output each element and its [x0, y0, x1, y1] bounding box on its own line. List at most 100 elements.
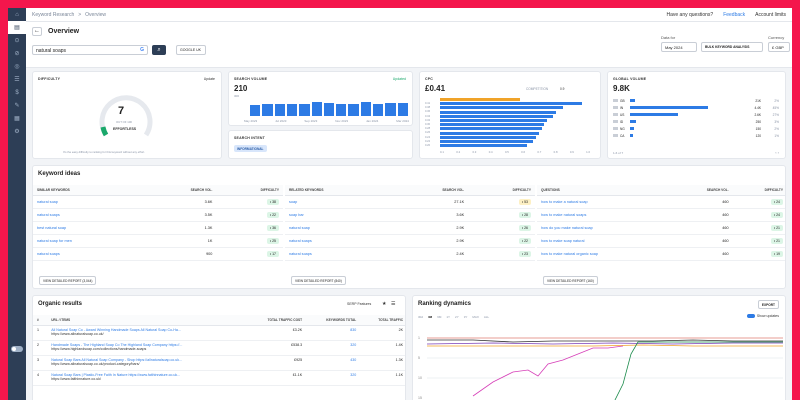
table-header[interactable]: SIMILAR KEYWORDS [33, 185, 142, 196]
global-volume-row[interactable]: CA 120 1% [613, 132, 783, 139]
keyword-link[interactable]: how to make a natural soap [537, 195, 672, 209]
back-button[interactable]: ← [32, 27, 42, 36]
cpc-bar[interactable] [440, 106, 564, 110]
keyword-link[interactable]: how to make soap natural [537, 234, 672, 248]
keyword-research-icon[interactable]: ▤ [8, 21, 26, 34]
table-header[interactable]: QUESTIONS [537, 185, 672, 196]
home-icon[interactable]: ⌂ [15, 11, 19, 18]
search-volume-bar[interactable] [336, 104, 347, 116]
table-row[interactable]: natural soap for men 1K • 25 [33, 234, 283, 248]
filter-icon[interactable]: ☰ [391, 301, 396, 307]
search-volume-bar[interactable] [323, 103, 335, 116]
search-volume-bar[interactable] [360, 102, 372, 116]
search-volume-bar[interactable] [286, 103, 298, 116]
range-tab[interactable]: 2Y [455, 315, 459, 319]
cpc-bar[interactable] [440, 114, 554, 118]
table-row[interactable]: natural soap 3.6K • 38 [33, 195, 283, 209]
table-header[interactable]: DIFFICULTY [732, 185, 785, 196]
audit-icon[interactable]: ☰ [14, 77, 20, 83]
table-header[interactable]: SEARCH VOL. [141, 185, 217, 196]
view-report-related-button[interactable]: VIEW DETAILED REPORT (840) [291, 276, 346, 285]
global-volume-row[interactable]: IN 4.4K 45% [613, 104, 783, 111]
cpc-bar[interactable] [440, 119, 548, 122]
table-row[interactable]: natural soaps 2.4K • 23 [285, 247, 535, 261]
range-tab[interactable]: ALL [483, 315, 490, 319]
table-row[interactable]: natural soaps 3.5K • 22 [33, 208, 283, 222]
range-tab[interactable]: 6M [437, 315, 442, 319]
table-header[interactable]: # [33, 315, 48, 326]
table-row[interactable]: 4 Natural Soap Bars | Plastic-Free Faith … [33, 370, 405, 386]
table-row[interactable]: soap bar 3.6K • 28 [285, 208, 535, 222]
account-limits[interactable]: Account limits [755, 11, 786, 18]
search-button[interactable]: ⌕ [152, 45, 166, 55]
table-row[interactable]: how to make natural soaps 460 • 24 [537, 208, 785, 222]
show-updates-toggle[interactable]: Show updates [746, 314, 779, 318]
table-row[interactable]: how do you make natural soap 460 • 21 [537, 221, 785, 235]
result-url[interactable]: https://www.faithinnature.co.uk/ [51, 377, 101, 381]
view-report-similar-button[interactable]: VIEW DETAILED REPORT (3,044) [39, 276, 97, 285]
table-row[interactable]: how to make soap natural 460 • 21 [537, 234, 785, 248]
table-row[interactable]: natural soaps 900 • 17 [33, 247, 283, 261]
backlinks-icon[interactable]: ⊘ [14, 51, 20, 57]
search-volume-bar[interactable] [348, 103, 359, 116]
table-row[interactable]: best natural soap 1.3K • 36 [33, 221, 283, 235]
search-volume-bar[interactable] [373, 104, 384, 116]
cpc-bar[interactable] [440, 98, 520, 101]
keywords-total-cell[interactable]: 830 [306, 325, 361, 341]
table-row[interactable]: soap 27.1K • 53 [285, 195, 535, 209]
breadcrumb-keyword-research[interactable]: Keyword Research [32, 11, 75, 18]
global-volume-row[interactable]: ID 250 3% [613, 118, 783, 125]
global-volume-row[interactable]: GB 21K 2% [613, 97, 783, 104]
keywords-total-cell[interactable]: 320 [306, 370, 361, 386]
toggle-switch[interactable] [746, 314, 755, 318]
keyword-link[interactable]: how do you make natural soap [537, 221, 672, 235]
keyword-link[interactable]: natural soaps [33, 208, 142, 222]
keyword-search-input[interactable]: natural soaps G [32, 45, 148, 55]
table-header[interactable]: DIFFICULTY [468, 185, 535, 196]
table-header[interactable]: DIFFICULTY [216, 185, 283, 196]
questions-link[interactable]: Have any questions? [666, 11, 714, 18]
table-header[interactable]: TOTAL TRAFFIC COST [245, 315, 307, 326]
table-header[interactable]: KEYWORDS TOTAL [306, 315, 361, 326]
global-volume-row[interactable]: NG 150 2% [613, 125, 783, 132]
date-select[interactable]: May 2024 [661, 42, 697, 52]
reports-icon[interactable]: ▦ [14, 116, 20, 122]
cpc-bar[interactable] [440, 144, 527, 148]
search-volume-bar[interactable] [397, 103, 408, 116]
search-volume-bar[interactable] [385, 103, 396, 116]
keyword-link[interactable]: natural soap [33, 195, 142, 209]
result-title-link[interactable]: Handmade Soaps - The Highland Soap Co Th… [51, 343, 183, 347]
bulk-analysis-button[interactable]: BULK KEYWORD ANALYSIS [701, 42, 763, 52]
search-volume-bar[interactable] [274, 104, 285, 116]
result-url[interactable]: https://www.allnaturalsoap.co.uk/ [51, 332, 104, 336]
competitors-icon[interactable]: ◎ [14, 64, 20, 70]
pager-arrows-icon[interactable]: ‹ › [775, 150, 779, 155]
table-row[interactable]: natural soaps 2.9K • 22 [285, 234, 535, 248]
range-tab[interactable]: 1Y [446, 315, 451, 319]
range-tab[interactable]: 3M [428, 315, 433, 319]
range-tab[interactable]: 3Y [463, 315, 468, 319]
star-icon[interactable]: ★ [382, 301, 387, 307]
result-url[interactable]: https://www.allnaturalsoap.co.uk/product… [51, 362, 140, 366]
cpc-bar[interactable] [440, 131, 539, 135]
search-volume-bar[interactable] [311, 102, 322, 116]
keyword-link[interactable]: how to make natural organic soap [537, 247, 672, 261]
range-tab[interactable]: 30d [418, 315, 424, 319]
content-icon[interactable]: ✎ [14, 103, 20, 109]
table-row[interactable]: how to make a natural soap 460 • 24 [537, 195, 785, 209]
result-title-link[interactable]: All Natural Soap Co - Award Winning Hand… [51, 328, 181, 332]
cpc-bar[interactable] [440, 135, 536, 139]
table-row[interactable]: 3 Natural Soap Bars All Natural Soap Comp… [33, 355, 405, 371]
result-title-link[interactable]: Natural Soap Bars | Plastic-Free Faith I… [51, 373, 181, 377]
global-volume-row[interactable]: US 2.6K 27% [613, 111, 783, 118]
keywords-total-cell[interactable]: 320 [306, 340, 361, 356]
table-header[interactable]: TOTAL TRAFFIC [360, 315, 405, 326]
keyword-link[interactable]: natural soaps [285, 247, 393, 261]
cpc-bar[interactable] [440, 102, 583, 106]
search-volume-bar[interactable] [262, 104, 273, 116]
result-url[interactable]: https://www.highlandsoap.com/collections… [51, 347, 147, 351]
keyword-link[interactable]: natural soap [285, 221, 393, 235]
range-tab[interactable]: MAX [472, 315, 479, 319]
table-row[interactable]: 1 All Natural Soap Co - Award Winning Han… [33, 325, 405, 341]
search-volume-bar[interactable] [299, 104, 310, 116]
